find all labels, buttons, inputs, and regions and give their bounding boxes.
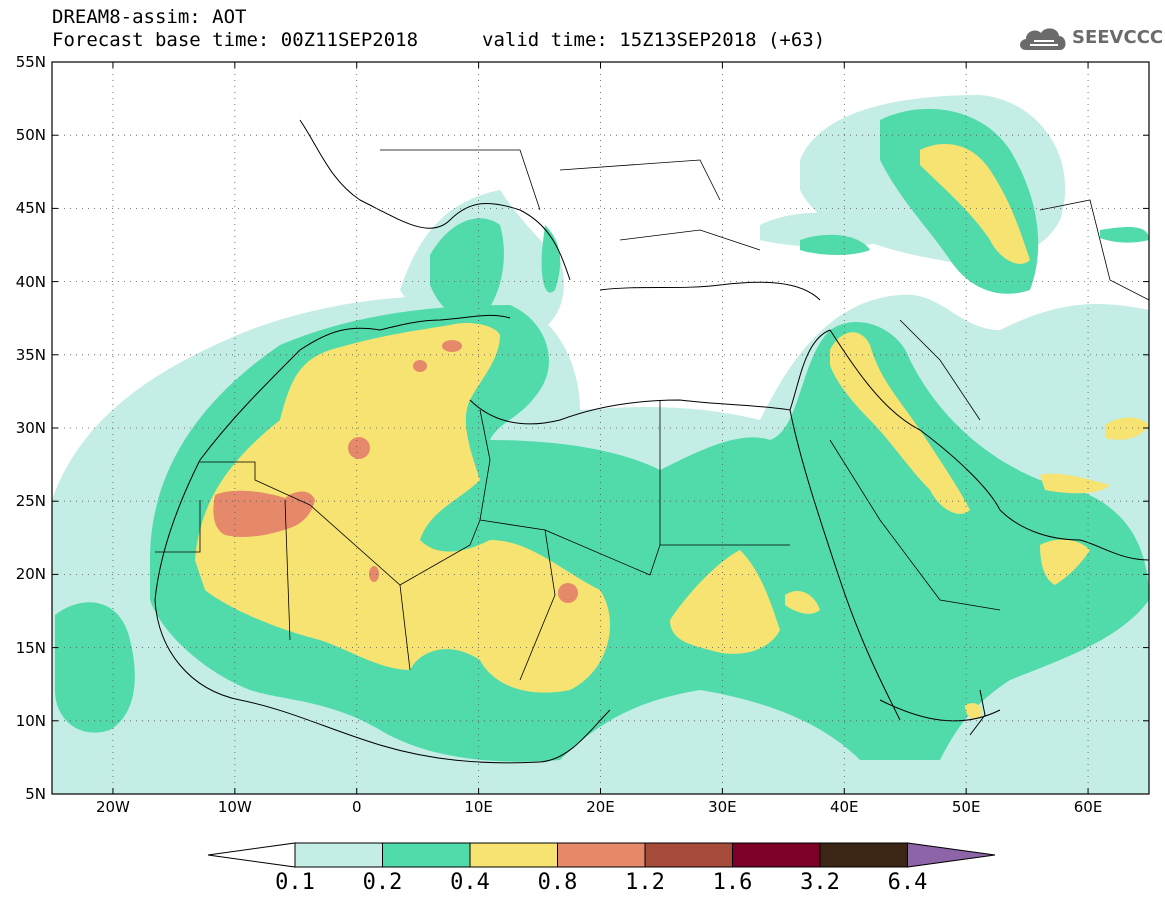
- y-tick-label: 15N: [15, 638, 46, 657]
- x-tick-label: 30E: [708, 798, 737, 816]
- y-tick-label: 45N: [15, 199, 46, 218]
- x-tick-label: 10W: [217, 798, 252, 816]
- colorbar-label: 6.4: [887, 870, 928, 895]
- y-tick-label: 10N: [15, 711, 46, 730]
- colorbar: [207, 842, 996, 868]
- y-tick-label: 20N: [15, 565, 46, 584]
- y-tick-label: 35N: [15, 345, 46, 364]
- colorbar-label: 0.1: [275, 870, 315, 895]
- y-tick-label: 25N: [15, 492, 46, 511]
- y-tick-label: 50N: [15, 126, 46, 145]
- colorbar-label: 1.6: [712, 870, 753, 895]
- colorbar-segment: [469, 842, 558, 868]
- coastlines: [154, 119, 1149, 764]
- y-tick-label: 5N: [25, 785, 46, 803]
- colorbar-label: 0.2: [362, 870, 403, 895]
- colorbar-segment: [644, 842, 733, 868]
- colorbar-label: 1.2: [625, 870, 665, 895]
- aot-band-0.8: [213, 340, 578, 603]
- y-tick-label: 55N: [15, 53, 46, 71]
- colorbar-left-arrow: [207, 842, 296, 868]
- colorbar-right-arrow: [907, 842, 996, 868]
- colorbar-segment: [382, 842, 471, 868]
- x-tick-label: 40E: [829, 798, 859, 816]
- x-tick-label: 50E: [951, 798, 981, 816]
- y-tick-label: 40N: [15, 272, 46, 291]
- x-tick-label: 20E: [586, 798, 615, 816]
- x-tick-label: 20W: [95, 798, 130, 816]
- map-title: DREAM8-assim: AOT: [52, 6, 247, 28]
- colorbar-label: 3.2: [800, 870, 840, 895]
- colorbar-segment: [294, 842, 383, 868]
- y-tick-label: 30N: [15, 419, 46, 437]
- x-tick-label: 60E: [1073, 798, 1103, 816]
- colorbar-segment: [732, 842, 821, 868]
- x-tick-label: 0: [351, 798, 362, 816]
- x-tick-label: 10E: [464, 798, 493, 816]
- forecast-base-time: Forecast base time: 00Z11SEP2018: [52, 29, 419, 51]
- seevccc-logo: SEEVCCC: [1016, 22, 1163, 56]
- tick-marks: [52, 61, 1149, 795]
- aot-band-0.4: [195, 144, 1149, 720]
- colorbar-label: 0.8: [537, 870, 578, 895]
- colorbar-label: 0.4: [450, 870, 490, 895]
- valid-time: valid time: 15Z13SEP2018 (+63): [482, 29, 826, 51]
- cloud-icon: [1020, 28, 1066, 50]
- colorbar-segment: [819, 842, 908, 868]
- graticule: [52, 62, 1149, 794]
- colorbar-segment: [557, 842, 646, 868]
- country-borders: [155, 149, 1149, 681]
- logo-text: SEEVCCC: [1072, 27, 1164, 48]
